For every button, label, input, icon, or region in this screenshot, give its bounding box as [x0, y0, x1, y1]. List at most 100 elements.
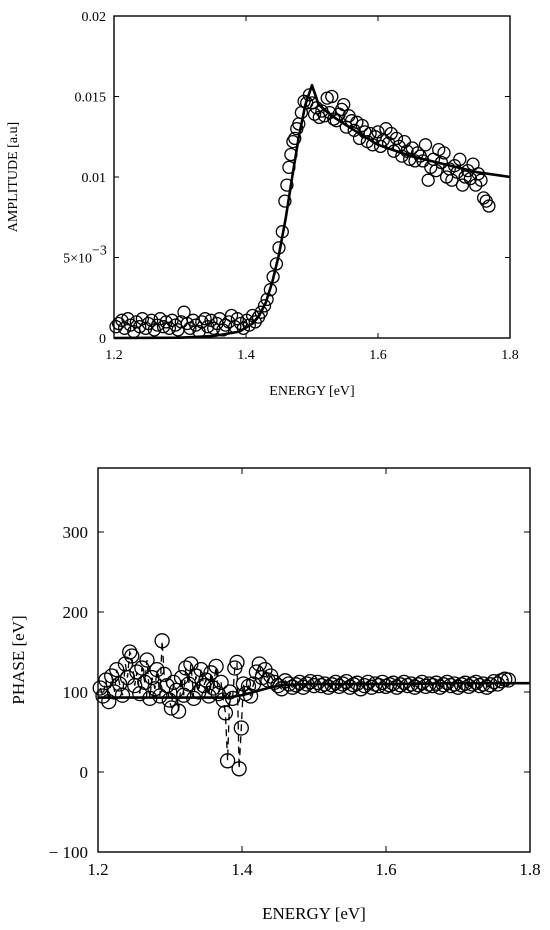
data-point	[373, 139, 388, 154]
x-tick-label: 1.6	[369, 348, 387, 363]
data-point	[371, 677, 387, 694]
data-point	[275, 225, 289, 239]
data-point	[379, 122, 393, 136]
data-point	[165, 674, 182, 691]
data-point	[418, 138, 433, 152]
y-tick-label: − 100	[49, 843, 88, 862]
amplitude-x-axis-label: ENERGY [eV]	[269, 384, 354, 399]
data-point	[455, 178, 470, 192]
data-point	[392, 677, 409, 693]
data-point	[154, 633, 170, 649]
data-point	[95, 688, 111, 704]
data-point	[446, 676, 463, 692]
amplitude-chart: 1.2 1.4 1.6 1.8 0 5×10−3 0.01 0.015 0.02 ENERGY …	[6, 10, 519, 399]
phase-data-points	[92, 633, 517, 777]
data-point	[263, 283, 278, 297]
data-point	[324, 677, 340, 693]
data-point	[309, 674, 326, 691]
data-point	[282, 160, 296, 174]
data-point	[302, 673, 319, 690]
data-point	[355, 118, 369, 133]
data-point	[403, 676, 419, 692]
y-tick-label: 0.015	[75, 90, 107, 105]
x-tick-label: 1.4	[237, 348, 255, 363]
data-point	[134, 660, 150, 676]
data-point	[109, 661, 125, 678]
data-point	[201, 688, 217, 704]
y-tick-label: 0.02	[82, 10, 107, 25]
y-tick-label: 0.01	[82, 171, 107, 186]
data-point	[284, 147, 298, 162]
data-point	[323, 105, 337, 120]
data-point	[421, 173, 435, 187]
x-tick-label: 1.8	[501, 348, 519, 363]
data-point	[374, 674, 391, 691]
data-point	[337, 97, 351, 112]
data-point	[163, 700, 180, 716]
data-point	[457, 675, 473, 691]
data-point	[461, 678, 477, 695]
data-point	[435, 677, 452, 693]
data-point	[144, 669, 160, 686]
y-tick-label: 5×10	[63, 251, 92, 266]
data-point	[474, 173, 488, 187]
data-point	[193, 661, 209, 678]
data-point	[129, 664, 145, 680]
x-tick-label: 1.2	[87, 860, 108, 879]
data-point	[170, 703, 187, 719]
phase-y-axis-label: PHASE [eV]	[9, 615, 28, 704]
y-tick-exponent: −3	[92, 244, 107, 259]
x-tick-label: 1.4	[231, 860, 253, 879]
data-point	[288, 677, 304, 693]
data-point	[385, 675, 401, 691]
data-point	[224, 690, 241, 707]
amplitude-fit-line-group	[113, 83, 511, 340]
data-point	[428, 675, 445, 691]
data-point	[482, 677, 499, 693]
phase-plot-frame	[97, 467, 531, 853]
data-point	[389, 131, 404, 146]
data-point	[458, 170, 472, 184]
data-point	[329, 114, 344, 128]
data-point	[213, 674, 229, 691]
data-point	[439, 674, 455, 691]
y-tick-label: 100	[63, 683, 89, 702]
amplitude-y-axis-label: AMPLITUDE [a.u]	[6, 122, 21, 232]
data-point	[468, 674, 484, 691]
data-point	[450, 679, 466, 695]
data-point	[317, 676, 333, 692]
data-point	[325, 89, 339, 104]
data-point	[292, 117, 306, 131]
data-point	[260, 292, 274, 307]
phase-x-axis-label: ENERGY [eV]	[262, 904, 366, 923]
x-tick-label: 1.8	[519, 860, 540, 879]
data-point	[198, 312, 212, 326]
data-point	[161, 692, 177, 708]
data-point	[156, 666, 172, 683]
data-point	[434, 155, 449, 170]
data-point	[106, 684, 123, 700]
data-point	[251, 656, 267, 672]
data-point	[291, 674, 308, 691]
data-point	[281, 676, 297, 692]
data-point	[450, 165, 464, 179]
data-point	[219, 753, 236, 769]
amplitude-plot-frame	[113, 15, 511, 339]
data-point	[159, 315, 173, 329]
data-point	[208, 658, 224, 675]
data-point	[231, 761, 247, 777]
data-point	[101, 693, 117, 710]
data-point	[229, 654, 245, 671]
data-point	[278, 194, 292, 208]
amplitude-axis-ticks: 1.2 1.4 1.6 1.8 0 5×10−3 0.01 0.015 0.02	[63, 10, 519, 363]
data-point	[286, 134, 300, 149]
data-point	[217, 705, 234, 721]
x-tick-label: 1.2	[105, 348, 123, 363]
y-tick-label: 200	[63, 603, 89, 622]
data-point	[124, 648, 140, 664]
data-point	[152, 688, 168, 704]
data-point	[453, 152, 467, 166]
data-point	[396, 674, 412, 691]
